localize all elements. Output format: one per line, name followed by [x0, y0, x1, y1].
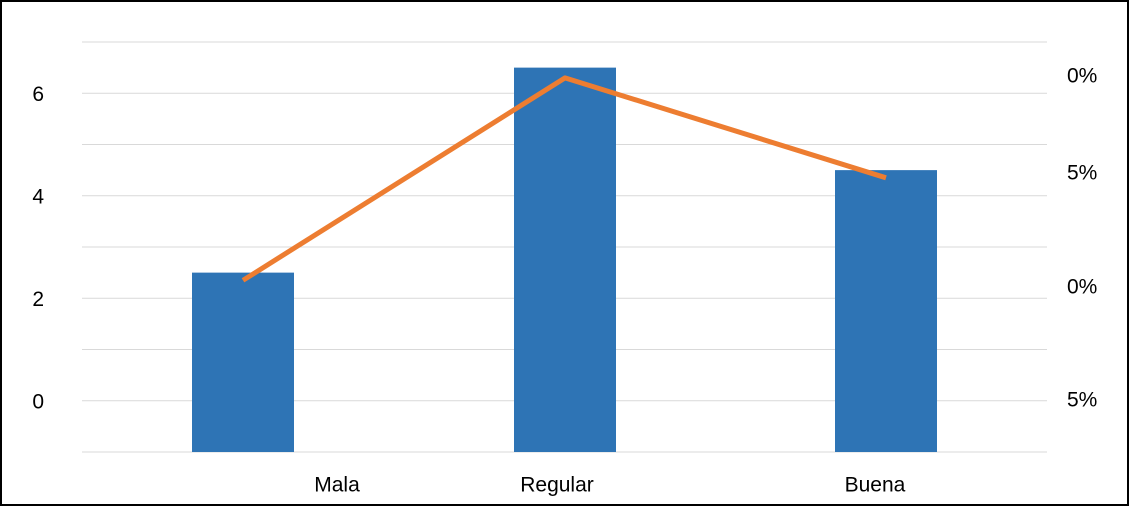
right-tick-label: 5% [1067, 162, 1097, 185]
right-tick-label: 0% [1067, 65, 1097, 88]
left-axis-labels: 0 2 4 6 [32, 83, 44, 414]
right-axis-labels: 0% 5% 0% 5% [1067, 65, 1097, 412]
bar-mala [192, 273, 294, 452]
bar-regular [514, 68, 616, 452]
x-tick-label-mala: Mala [314, 474, 360, 497]
left-tick-label: 4 [32, 185, 44, 208]
bar-series [192, 68, 937, 452]
bar-buena [835, 170, 937, 452]
left-tick-label: 2 [32, 288, 44, 311]
left-tick-label: 6 [32, 83, 44, 106]
right-tick-label: 0% [1067, 276, 1097, 299]
x-tick-label-buena: Buena [845, 474, 906, 497]
x-tick-label-regular: Regular [520, 474, 594, 497]
right-tick-label: 5% [1067, 389, 1097, 412]
x-axis-labels: Mala Regular Buena [314, 474, 905, 497]
left-tick-label: 0 [32, 390, 44, 413]
